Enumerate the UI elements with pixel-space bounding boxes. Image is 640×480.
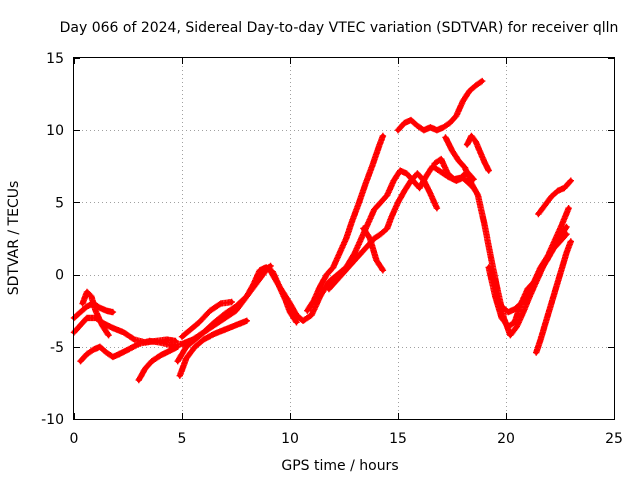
x-tick-label: 0	[70, 431, 79, 447]
series-trace-s	[492, 231, 570, 316]
series-markers	[77, 343, 123, 365]
series-trace-f	[135, 343, 181, 384]
x-tick-label: 25	[605, 431, 623, 447]
x-tick-label: 15	[389, 431, 407, 447]
series-trace-d	[79, 288, 112, 339]
y-tick-label: 5	[55, 195, 64, 211]
tick-labels: 0 5 10 15 20 25 -10 -5 0 5 10 15	[41, 51, 623, 447]
x-tick-label: 5	[178, 431, 187, 447]
series-markers	[304, 132, 387, 314]
series-markers	[360, 225, 387, 274]
chart-title: Day 066 of 2024, Sidereal Day-to-day VTE…	[60, 20, 619, 36]
y-tick-label: 10	[46, 123, 64, 139]
series-trace-t	[533, 238, 574, 356]
x-axis-label: GPS time / hours	[281, 458, 398, 474]
y-tick-label: -5	[50, 340, 64, 356]
series-markers	[265, 163, 477, 324]
series-markers	[533, 238, 574, 356]
series-markers	[394, 77, 486, 134]
series-trace-m	[360, 225, 387, 274]
y-tick-label: 15	[46, 51, 64, 67]
series-trace-q	[463, 132, 492, 174]
x-tick-label: 20	[497, 431, 515, 447]
series-markers	[79, 288, 112, 339]
series-markers	[176, 317, 250, 379]
series-markers	[492, 231, 570, 316]
series-trace-u	[535, 177, 574, 218]
series-trace-k	[304, 132, 387, 314]
data-points	[70, 77, 574, 384]
y-tick-label: 0	[55, 268, 64, 284]
y-tick-label: -10	[41, 412, 64, 428]
series-trace-h	[176, 317, 250, 379]
series-markers	[174, 262, 274, 365]
y-axis-label: SDTVAR / TECUs	[6, 181, 22, 296]
series-trace-i	[178, 298, 235, 340]
series-markers	[135, 343, 181, 384]
series-markers	[178, 298, 235, 340]
series-markers	[535, 177, 574, 218]
plot-frame	[73, 57, 615, 420]
axis-ticks	[74, 58, 615, 420]
series-trace-c	[77, 343, 123, 365]
series-trace-n	[394, 77, 486, 134]
series-markers	[463, 132, 492, 174]
x-tick-label: 10	[281, 431, 299, 447]
